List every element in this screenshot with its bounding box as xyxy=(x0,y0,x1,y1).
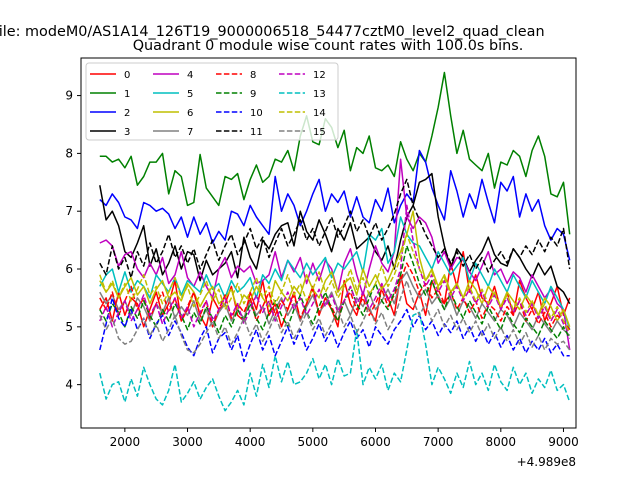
series-line-3 xyxy=(99,172,571,305)
x-axis: 2000 3000 4000 5000 6000 7000 8000 9000 xyxy=(110,428,579,449)
legend-label-8: 8 xyxy=(250,70,256,81)
legend-label-2: 2 xyxy=(124,108,130,119)
legend-box xyxy=(85,62,339,141)
series-line-11 xyxy=(99,178,571,279)
legend-label-7: 7 xyxy=(187,127,193,138)
series-line-7 xyxy=(99,271,571,337)
y-tick-label: 4 xyxy=(65,378,73,392)
legend-label-5: 5 xyxy=(187,89,193,100)
legend-label-6: 6 xyxy=(187,108,193,119)
series-line-9 xyxy=(99,245,571,340)
y-tick-label: 7 xyxy=(65,204,73,218)
chart-title: Quadrant 0 module wise count rates with … xyxy=(133,38,524,54)
x-tick-label: 6000 xyxy=(360,435,391,449)
legend-label-0: 0 xyxy=(124,70,130,81)
x-tick-label: 7000 xyxy=(423,435,454,449)
y-tick-label: 5 xyxy=(65,320,73,334)
legend-label-12: 12 xyxy=(313,70,326,81)
figure-suptitle: n file: modeM0/AS1A14_126T19_9000006518_… xyxy=(0,24,545,40)
x-tick-label: 5000 xyxy=(298,435,329,449)
series-line-12 xyxy=(99,204,571,334)
x-offset-label: +4.989e8 xyxy=(517,455,576,469)
legend-label-11: 11 xyxy=(250,127,263,138)
x-tick-label: 4000 xyxy=(235,435,266,449)
legend-label-15: 15 xyxy=(313,127,326,138)
legend-label-4: 4 xyxy=(187,70,193,81)
axes-frame xyxy=(80,57,577,429)
y-axis: 4 5 6 7 8 9 xyxy=(65,89,81,392)
legend-label-14: 14 xyxy=(313,108,326,119)
x-tick-label: 2000 xyxy=(110,435,141,449)
y-tick-label: 8 xyxy=(65,146,73,160)
series-line-6 xyxy=(99,210,571,328)
legend-label-1: 1 xyxy=(124,89,130,100)
legend-label-9: 9 xyxy=(250,89,256,100)
series-lines xyxy=(99,71,571,412)
x-tick-label: 9000 xyxy=(548,435,579,449)
series-line-2 xyxy=(99,149,571,261)
series-line-8 xyxy=(99,262,571,331)
legend-label-13: 13 xyxy=(313,89,326,100)
y-tick-label: 6 xyxy=(65,262,73,276)
y-tick-label: 9 xyxy=(65,89,73,103)
series-line-13 xyxy=(99,311,571,412)
legend-label-3: 3 xyxy=(124,127,130,138)
legend-label-10: 10 xyxy=(250,108,263,119)
series-line-14 xyxy=(99,233,571,333)
x-tick-label: 8000 xyxy=(486,435,517,449)
x-tick-label: 3000 xyxy=(172,435,203,449)
series-line-15 xyxy=(99,279,571,354)
